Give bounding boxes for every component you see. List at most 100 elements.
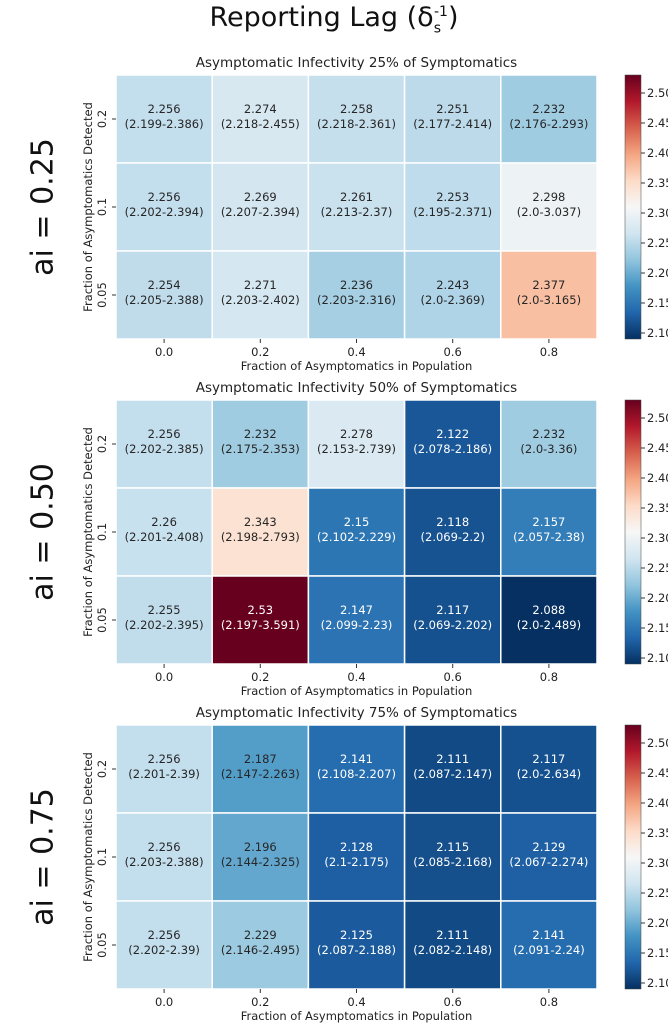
- heatmap-cell: [211, 250, 310, 340]
- y-tick-label: 0.2: [95, 760, 109, 778]
- x-tick-label: 0.2: [251, 995, 269, 1009]
- cell-value-label: 2.118: [436, 515, 469, 529]
- colorbar-tick-label: 2.25: [647, 561, 668, 575]
- cell-value-label: 2.129: [532, 840, 565, 854]
- cell-value-label: 2.232: [532, 427, 565, 441]
- cell-value-label: 2.256: [148, 752, 181, 766]
- heatmap-cell: [500, 162, 598, 252]
- y-tick-label: 0.1: [95, 523, 109, 541]
- heatmap-cell: [500, 74, 598, 164]
- heatmap-cell: [500, 575, 598, 665]
- heatmap-cell: [403, 162, 502, 252]
- colorbar-tick-label: 2.35: [647, 826, 668, 840]
- cell-interval-label: (2.057-2.38): [513, 530, 585, 544]
- cell-value-label: 2.271: [244, 278, 277, 292]
- x-tick-label: 0.4: [347, 670, 365, 684]
- panel-row-label: ai = 0.50: [26, 463, 61, 601]
- cell-interval-label: (2.099-2.23): [321, 618, 393, 632]
- cell-interval-label: (2.218-2.361): [317, 117, 396, 131]
- colorbar-tick-label: 2.40: [647, 146, 668, 160]
- cell-interval-label: (2.082-2.148): [413, 943, 492, 957]
- cell-value-label: 2.196: [244, 840, 277, 854]
- cell-interval-label: (2.202-2.39): [128, 943, 200, 957]
- panel-row-label: ai = 0.25: [26, 138, 61, 276]
- y-tick-label: 0.1: [95, 848, 109, 866]
- cell-interval-label: (2.207-2.394): [221, 205, 300, 219]
- y-tick-label: 0.2: [95, 435, 109, 453]
- cell-value-label: 2.243: [436, 278, 469, 292]
- cell-interval-label: (2.213-2.37): [321, 205, 393, 219]
- x-tick-label: 0.0: [155, 670, 173, 684]
- cell-value-label: 2.343: [244, 515, 277, 529]
- cell-interval-label: (2.198-2.793): [221, 530, 300, 544]
- y-tick-label: 0.1: [95, 198, 109, 216]
- colorbar: [624, 399, 642, 665]
- x-tick-label: 0.2: [251, 345, 269, 359]
- y-axis-label: Fraction of Asymptomatics Detected: [81, 427, 95, 637]
- cell-value-label: 2.253: [436, 190, 469, 204]
- x-axis-label: Fraction of Asymptomatics in Population: [241, 359, 473, 373]
- colorbar-tick-label: 2.40: [647, 796, 668, 810]
- x-tick-label: 0.4: [347, 345, 365, 359]
- cell-interval-label: (2.203-2.402): [221, 293, 300, 307]
- x-tick-label: 0.6: [444, 670, 462, 684]
- cell-interval-label: (2.0-3.36): [520, 442, 577, 456]
- y-axis-label: Fraction of Asymptomatics Detected: [81, 102, 95, 312]
- colorbar-tick-label: 2.40: [647, 471, 668, 485]
- x-tick-label: 0.6: [444, 995, 462, 1009]
- cell-value-label: 2.261: [340, 190, 373, 204]
- colorbar-tick-label: 2.35: [647, 501, 668, 515]
- y-tick-label: 0.05: [95, 607, 109, 633]
- cell-value-label: 2.117: [532, 752, 565, 766]
- y-tick-label: 0.05: [95, 932, 109, 958]
- cell-interval-label: (2.0-2.369): [421, 293, 485, 307]
- cell-interval-label: (2.153-2.739): [317, 442, 396, 456]
- panel-row-label: ai = 0.75: [26, 788, 61, 926]
- cell-interval-label: (2.091-2.24): [513, 943, 585, 957]
- cell-value-label: 2.187: [244, 752, 277, 766]
- colorbar-tick-label: 2.10: [647, 976, 668, 990]
- cell-interval-label: (2.108-2.207): [317, 767, 396, 781]
- cell-value-label: 2.229: [244, 928, 277, 942]
- cell-interval-label: (2.195-2.371): [413, 205, 492, 219]
- cell-value-label: 2.254: [148, 278, 181, 292]
- heatmap-cell: [307, 487, 406, 577]
- cell-value-label: 2.26: [151, 515, 177, 529]
- colorbar-tick-label: 2.20: [647, 916, 668, 930]
- heatmap-cell: [307, 162, 406, 252]
- colorbar-tick-label: 2.50: [647, 86, 668, 100]
- cell-value-label: 2.256: [148, 102, 181, 116]
- cell-interval-label: (2.205-2.388): [125, 293, 204, 307]
- colorbar-tick-label: 2.50: [647, 411, 668, 425]
- cell-value-label: 2.256: [148, 190, 181, 204]
- x-tick-label: 0.6: [444, 345, 462, 359]
- cell-interval-label: (2.0-3.037): [517, 205, 581, 219]
- cell-value-label: 2.125: [340, 928, 373, 942]
- heatmap-cell: [307, 900, 406, 990]
- cell-interval-label: (2.175-2.353): [221, 442, 300, 456]
- heatmap-cell: [500, 399, 598, 489]
- cell-value-label: 2.278: [340, 427, 373, 441]
- cell-value-label: 2.088: [532, 603, 565, 617]
- cell-interval-label: (2.176-2.293): [509, 117, 588, 131]
- cell-interval-label: (2.197-3.591): [221, 618, 300, 632]
- cell-interval-label: (2.202-2.394): [125, 205, 204, 219]
- cell-value-label: 2.141: [340, 752, 373, 766]
- x-tick-label: 0.0: [155, 345, 173, 359]
- x-tick-label: 0.0: [155, 995, 173, 1009]
- cell-interval-label: (2.203-2.316): [317, 293, 396, 307]
- x-tick-label: 0.2: [251, 670, 269, 684]
- cell-interval-label: (2.202-2.385): [125, 442, 204, 456]
- cell-value-label: 2.236: [340, 278, 373, 292]
- cell-interval-label: (2.201-2.408): [125, 530, 204, 544]
- cell-value-label: 2.232: [532, 102, 565, 116]
- cell-value-label: 2.111: [436, 928, 469, 942]
- colorbar-tick-label: 2.50: [647, 736, 668, 750]
- heatmap-cell: [115, 250, 213, 340]
- x-tick-label: 0.4: [347, 995, 365, 1009]
- colorbar-tick-label: 2.10: [647, 651, 668, 665]
- colorbar-tick-label: 2.20: [647, 591, 668, 605]
- cell-interval-label: (2.087-2.188): [317, 943, 396, 957]
- cell-interval-label: (2.0-3.165): [517, 293, 581, 307]
- heatmap-cell: [307, 250, 406, 340]
